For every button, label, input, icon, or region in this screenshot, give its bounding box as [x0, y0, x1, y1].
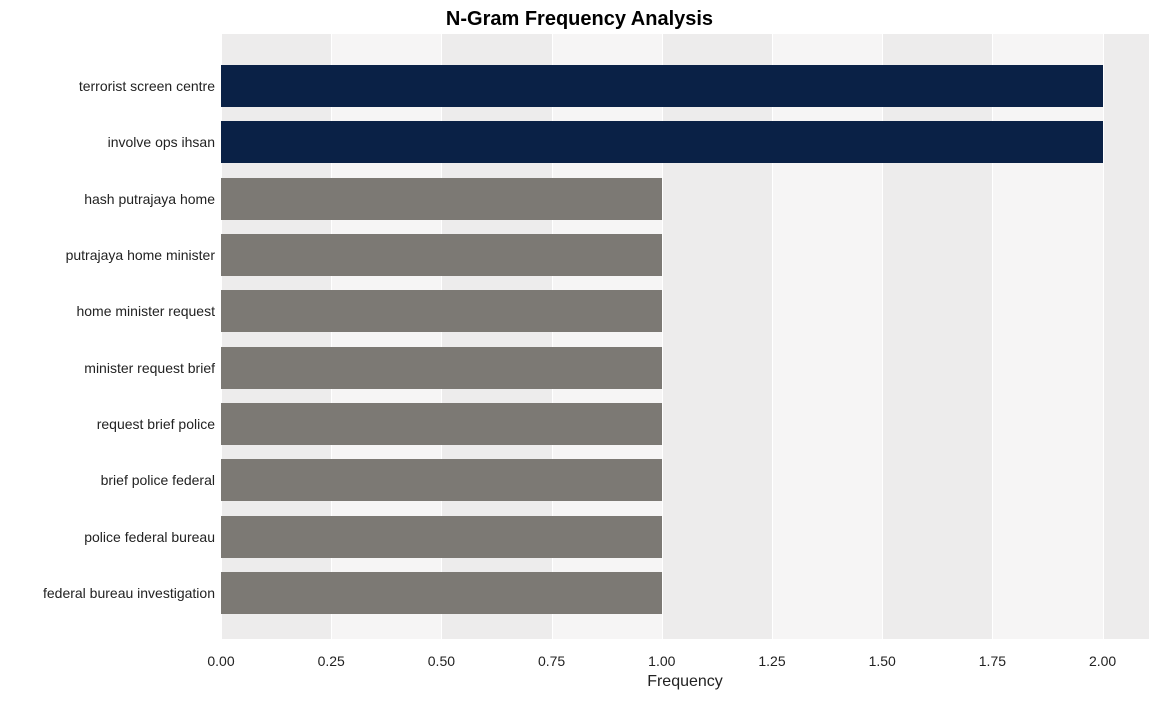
y-tick-label: home minister request: [5, 303, 215, 319]
ngram-frequency-chart: N-Gram Frequency Analysis terrorist scre…: [0, 0, 1159, 701]
x-tick-label: 1.50: [869, 653, 896, 669]
y-tick-label: request brief police: [5, 416, 215, 432]
plot-area: [221, 34, 1149, 639]
y-tick-label: terrorist screen centre: [5, 78, 215, 94]
bar: [221, 234, 662, 276]
x-tick-label: 0.75: [538, 653, 565, 669]
grid-panel: [1103, 34, 1149, 639]
bar: [221, 347, 662, 389]
x-tick-label: 0.00: [207, 653, 234, 669]
y-tick-label: police federal bureau: [5, 529, 215, 545]
bar: [221, 459, 662, 501]
bar: [221, 572, 662, 614]
bar: [221, 403, 662, 445]
x-tick-label: 1.75: [979, 653, 1006, 669]
bar: [221, 121, 1103, 163]
y-tick-label: putrajaya home minister: [5, 247, 215, 263]
y-tick-label: brief police federal: [5, 472, 215, 488]
gridline: [1103, 34, 1104, 639]
x-tick-label: 0.25: [318, 653, 345, 669]
y-tick-label: federal bureau investigation: [5, 585, 215, 601]
bar: [221, 290, 662, 332]
x-axis-label: Frequency: [221, 673, 1149, 691]
bar: [221, 516, 662, 558]
y-tick-label: involve ops ihsan: [5, 134, 215, 150]
y-tick-label: hash putrajaya home: [5, 191, 215, 207]
x-tick-label: 2.00: [1089, 653, 1116, 669]
bar: [221, 65, 1103, 107]
x-tick-label: 0.50: [428, 653, 455, 669]
bar: [221, 178, 662, 220]
x-tick-label: 1.00: [648, 653, 675, 669]
chart-title: N-Gram Frequency Analysis: [0, 8, 1159, 31]
x-tick-label: 1.25: [758, 653, 785, 669]
y-tick-label: minister request brief: [5, 360, 215, 376]
